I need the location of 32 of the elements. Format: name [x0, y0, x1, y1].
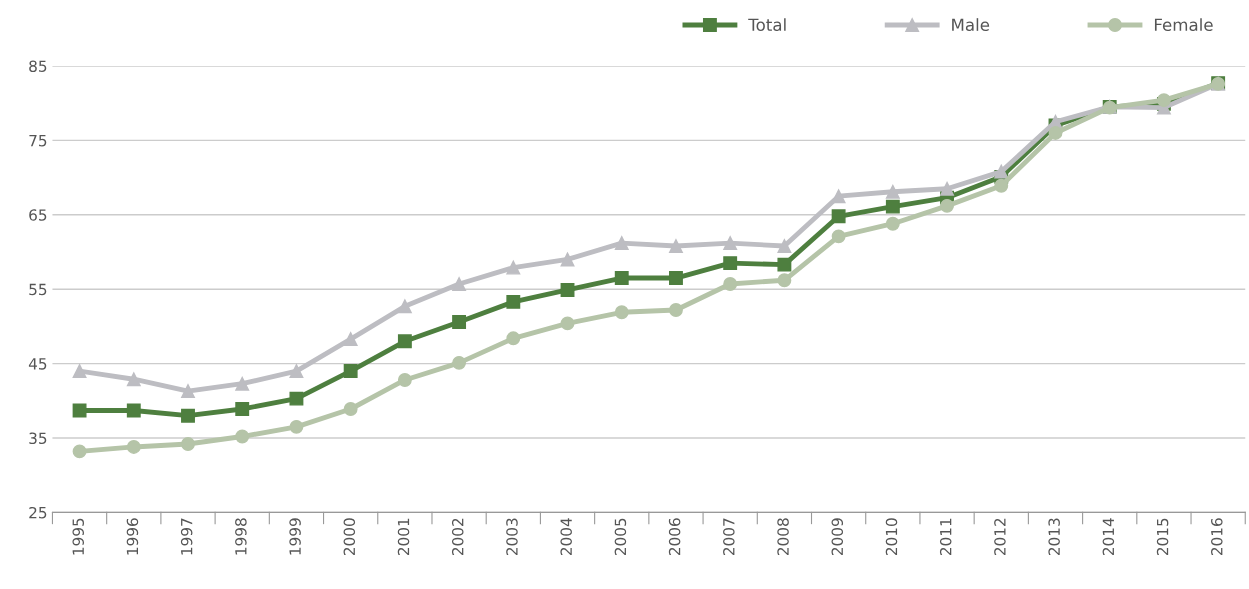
x-tick-label: 2005: [614, 518, 627, 556]
legend-label: Male: [952, 18, 990, 32]
x-tick-label: 2006: [668, 518, 681, 556]
x-tick-label: 2007: [723, 518, 735, 556]
x-tick-label: 2015: [1156, 518, 1169, 556]
legend-label: Female: [1154, 18, 1213, 32]
x-tick-label: 2012: [994, 518, 1006, 556]
x-tick-label: 2008: [777, 518, 789, 556]
x-tick-label: 1998: [235, 518, 247, 555]
legend-label: Total: [748, 18, 786, 32]
y-tick-label: 75: [29, 135, 47, 147]
x-tick-label: 2004: [560, 518, 572, 556]
y-tick-label: 25: [29, 506, 47, 519]
x-tick-label: 1996: [126, 518, 139, 555]
x-tick-label: 2011: [939, 518, 952, 556]
y-tick-label: 35: [29, 432, 47, 445]
x-tick-label: 2009: [831, 518, 844, 556]
x-tick-label: 2001: [397, 518, 410, 556]
x-tick-label: 2013: [1048, 518, 1060, 556]
y-tick-label: 65: [29, 209, 47, 221]
y-tick-label: 85: [29, 60, 47, 72]
x-tick-label: 2002: [451, 518, 464, 556]
x-tick-label: 2016: [1211, 518, 1223, 556]
x-tick-label: 2003: [506, 518, 518, 556]
y-tick-label: 55: [29, 283, 47, 296]
x-tick-label: 2010: [885, 518, 898, 556]
x-tick-label: 2014: [1102, 518, 1115, 556]
x-tick-label: 1997: [180, 518, 193, 555]
y-tick-label: 45: [28, 358, 47, 370]
x-tick-label: 2000: [343, 518, 356, 556]
x-tick-label: 1995: [72, 518, 84, 555]
x-tick-label: 1999: [289, 518, 301, 555]
